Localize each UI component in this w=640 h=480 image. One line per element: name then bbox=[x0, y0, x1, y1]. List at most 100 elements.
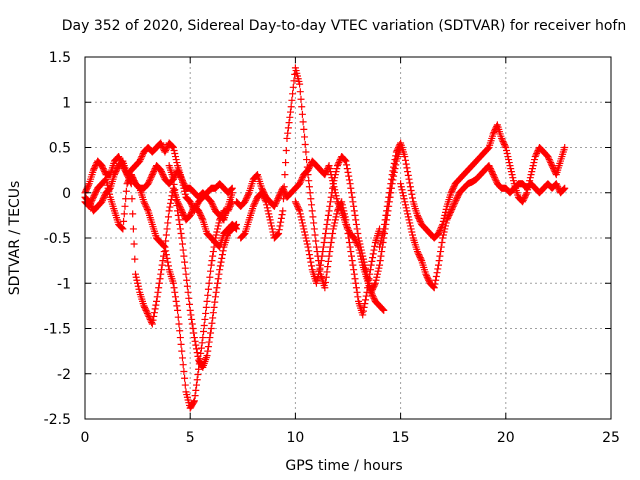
x-tick-label: 25 bbox=[602, 430, 620, 446]
data-point bbox=[554, 183, 562, 191]
data-point bbox=[519, 196, 527, 204]
data-point bbox=[488, 168, 496, 176]
data-point bbox=[391, 156, 399, 164]
data-point bbox=[228, 199, 236, 207]
data-point bbox=[310, 225, 318, 233]
data-point bbox=[170, 147, 178, 155]
data-point bbox=[521, 193, 529, 201]
data-point bbox=[148, 172, 156, 180]
data-point bbox=[308, 262, 316, 270]
data-point bbox=[131, 270, 139, 278]
data-point bbox=[143, 204, 151, 212]
data-point bbox=[377, 252, 385, 260]
data-point bbox=[142, 306, 150, 314]
y-tick-label: 1.5 bbox=[49, 50, 71, 66]
data-point bbox=[350, 207, 358, 215]
data-point bbox=[122, 195, 130, 203]
data-point bbox=[87, 201, 95, 209]
data-point bbox=[90, 165, 98, 173]
data-point bbox=[347, 248, 355, 256]
data-point bbox=[112, 168, 120, 176]
data-point bbox=[312, 243, 320, 251]
data-point bbox=[168, 142, 176, 150]
data-point bbox=[507, 165, 515, 173]
data-point bbox=[132, 273, 140, 281]
data-point bbox=[312, 279, 320, 287]
data-point bbox=[209, 248, 217, 256]
data-point bbox=[308, 201, 316, 209]
data-point bbox=[408, 228, 416, 236]
data-point bbox=[436, 252, 444, 260]
data-point bbox=[261, 195, 269, 203]
data-point bbox=[188, 315, 196, 323]
data-point bbox=[311, 231, 319, 239]
data-point bbox=[307, 258, 315, 266]
data-point bbox=[331, 216, 339, 224]
data-point bbox=[334, 205, 342, 213]
data-point bbox=[486, 165, 494, 173]
data-point bbox=[164, 262, 172, 270]
data-point bbox=[145, 178, 153, 186]
data-point bbox=[92, 162, 100, 170]
data-point bbox=[232, 220, 240, 228]
data-point bbox=[313, 276, 321, 284]
data-point bbox=[207, 261, 215, 269]
data-point bbox=[181, 381, 189, 389]
data-point bbox=[89, 193, 97, 201]
data-point bbox=[179, 246, 187, 254]
data-point bbox=[286, 113, 294, 121]
y-tick-label: -0.5 bbox=[44, 231, 71, 247]
data-point bbox=[342, 216, 350, 224]
data-point bbox=[380, 306, 388, 314]
data-point bbox=[329, 229, 337, 237]
data-point bbox=[530, 159, 538, 167]
data-point bbox=[546, 157, 554, 165]
data-point bbox=[169, 143, 177, 151]
data-point bbox=[332, 168, 340, 176]
data-point bbox=[185, 300, 193, 308]
data-point bbox=[219, 247, 227, 255]
data-point bbox=[444, 213, 452, 221]
data-point bbox=[312, 237, 320, 245]
x-tick-label: 20 bbox=[497, 430, 515, 446]
data-point bbox=[131, 255, 139, 263]
data-point bbox=[298, 174, 306, 182]
data-point bbox=[484, 144, 492, 152]
data-point bbox=[355, 237, 363, 245]
data-point bbox=[359, 311, 367, 319]
data-point bbox=[406, 222, 414, 230]
data-point bbox=[331, 174, 339, 182]
data-points bbox=[81, 64, 569, 412]
data-point bbox=[296, 210, 304, 218]
data-point bbox=[171, 153, 179, 161]
data-point bbox=[197, 344, 205, 352]
data-point bbox=[331, 171, 339, 179]
data-point bbox=[99, 195, 107, 203]
data-point bbox=[416, 252, 424, 260]
data-point bbox=[303, 240, 311, 248]
data-point bbox=[364, 273, 372, 281]
data-point bbox=[204, 347, 212, 355]
data-point bbox=[450, 201, 458, 209]
data-point bbox=[370, 294, 378, 302]
data-point bbox=[332, 192, 340, 200]
data-point bbox=[143, 205, 151, 213]
data-point bbox=[105, 186, 113, 194]
data-point bbox=[163, 225, 171, 233]
data-point bbox=[176, 220, 184, 228]
data-point bbox=[382, 211, 390, 219]
data-point bbox=[298, 216, 306, 224]
data-point bbox=[130, 240, 138, 248]
data-point bbox=[217, 258, 225, 266]
data-point bbox=[275, 193, 283, 201]
data-point bbox=[146, 177, 154, 185]
data-point bbox=[178, 208, 186, 216]
data-point bbox=[190, 397, 198, 405]
data-point bbox=[322, 225, 330, 233]
data-point bbox=[350, 270, 358, 278]
data-point bbox=[120, 210, 128, 218]
data-point bbox=[366, 266, 374, 274]
data-point bbox=[326, 165, 334, 173]
data-point bbox=[407, 225, 415, 233]
data-point bbox=[301, 228, 309, 236]
